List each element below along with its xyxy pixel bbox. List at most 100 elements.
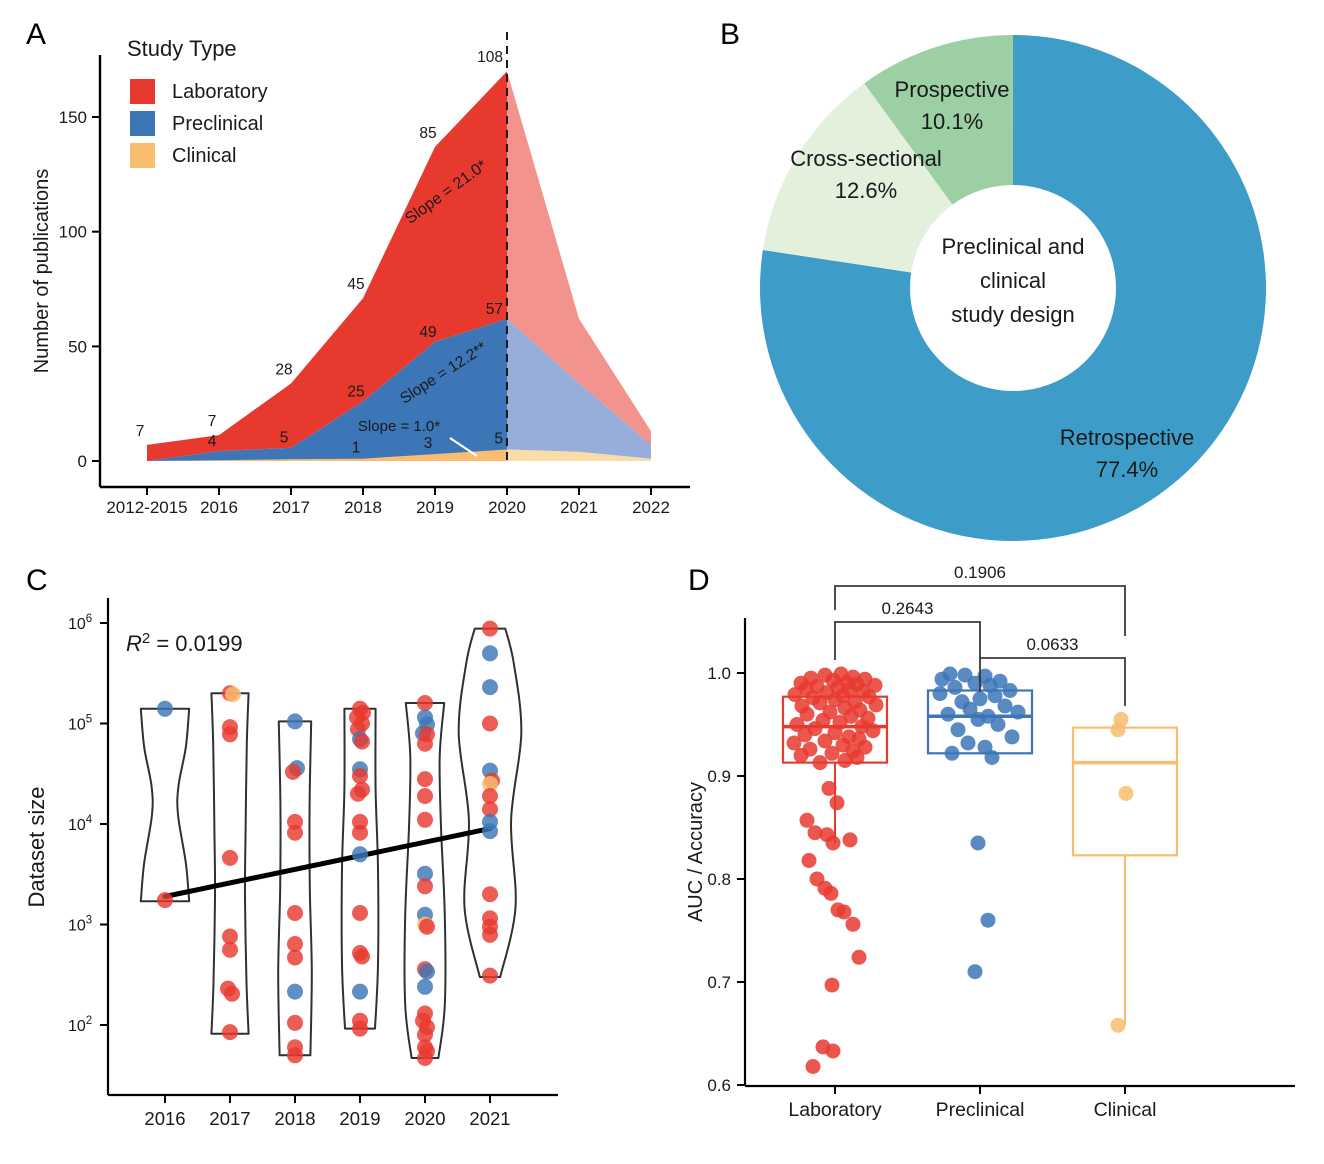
- data-point-lab: [287, 1014, 303, 1031]
- data-point-lab: [482, 620, 498, 637]
- data-point-laboratory: [842, 832, 858, 848]
- data-point-laboratory: [787, 687, 803, 703]
- data-point-lab: [417, 695, 433, 711]
- a-y-tick-label: 50: [68, 337, 87, 356]
- data-point-laboratory: [786, 735, 802, 751]
- slice-percentage: 12.6%: [835, 178, 897, 203]
- a-y-tick-label: 150: [59, 108, 87, 127]
- donut-slice-prospective: [864, 35, 1013, 205]
- data-point-lab: [287, 905, 303, 921]
- data-point-preclinical: [1004, 729, 1020, 745]
- count-label-preclinical: 49: [419, 324, 436, 341]
- data-point-lab: [482, 967, 498, 984]
- p-value-label: 0.2643: [882, 599, 934, 618]
- d-y-tick-label: 0.7: [707, 973, 731, 992]
- data-point-laboratory: [845, 916, 861, 932]
- data-point-lab: [419, 918, 435, 935]
- data-point-lab: [417, 811, 433, 828]
- count-label-preclinical: 5: [280, 430, 289, 447]
- a-x-tick-label: 2019: [416, 498, 454, 517]
- data-point-pre: [482, 823, 498, 840]
- data-point-clinical: [1118, 786, 1134, 801]
- data-point-lab: [417, 1050, 433, 1066]
- data-point-laboratory: [807, 825, 823, 841]
- data-point-preclinical: [944, 745, 960, 761]
- data-point-preclinical: [1002, 683, 1018, 698]
- data-point-lab: [287, 936, 303, 952]
- slice-percentage: 77.4%: [1096, 457, 1158, 482]
- data-point-lab: [224, 985, 240, 1002]
- legend-title: Study Type: [127, 36, 237, 61]
- slice-label: Prospective: [895, 77, 1010, 102]
- data-point-lab: [350, 785, 366, 802]
- data-point-laboratory: [829, 795, 845, 811]
- data-point-lab: [352, 768, 368, 784]
- regression-trend-line: [162, 826, 493, 899]
- count-label-clinical: 3: [424, 435, 433, 452]
- data-point-preclinical: [967, 964, 983, 980]
- significance-bracket: [979, 657, 1126, 706]
- legend-swatch-preclinical: [130, 111, 155, 136]
- area-clinical-projected: [507, 449, 651, 461]
- count-label-laboratory: 7: [136, 423, 145, 440]
- data-point-lab: [417, 1026, 433, 1043]
- r-squared-annotation: R2 = 0.0199: [126, 630, 243, 656]
- data-point-preclinical: [970, 835, 986, 851]
- data-point-preclinical: [1010, 704, 1026, 720]
- a-y-tick-label: 100: [59, 223, 87, 242]
- data-point-laboratory: [799, 812, 815, 828]
- data-point-preclinical: [947, 679, 963, 695]
- data-point-laboratory: [812, 695, 828, 711]
- data-point-laboratory: [849, 750, 865, 765]
- c-y-axis-title: Dataset size: [24, 786, 49, 907]
- data-point-pre: [417, 978, 433, 995]
- a-x-tick-label: 2022: [632, 498, 670, 517]
- donut-center-label: study design: [951, 302, 1075, 327]
- data-point-laboratory: [797, 727, 813, 743]
- panel-label-a: A: [26, 18, 46, 51]
- data-point-lab: [222, 726, 238, 743]
- panel-label-d: D: [688, 564, 710, 597]
- data-point-laboratory: [799, 706, 815, 722]
- count-label-preclinical: 25: [347, 383, 364, 400]
- data-point-lab: [352, 1020, 368, 1037]
- data-point-lab: [285, 763, 301, 780]
- legend-swatch-clinical: [130, 143, 155, 168]
- count-label-laboratory: 108: [477, 49, 503, 66]
- data-point-preclinical: [987, 688, 1003, 704]
- data-point-pre: [287, 983, 303, 1000]
- donut-center-label: Preclinical and: [941, 234, 1084, 259]
- data-point-laboratory: [793, 747, 809, 763]
- data-point-laboratory: [837, 753, 853, 768]
- data-point-cli: [482, 776, 498, 792]
- data-point-laboratory: [843, 708, 859, 724]
- count-label-preclinical: 57: [486, 301, 503, 318]
- panel-label-b: B: [720, 18, 740, 51]
- data-point-preclinical: [934, 671, 950, 687]
- significance-bracket: [834, 621, 981, 660]
- data-point-laboratory: [851, 949, 867, 965]
- c-x-tick-label: 2021: [469, 1108, 510, 1129]
- a-y-tick-label: 0: [78, 452, 87, 471]
- legend-swatch-laboratory: [130, 79, 155, 104]
- data-point-laboratory: [824, 977, 840, 993]
- data-point-lab: [222, 941, 238, 958]
- data-point-lab: [354, 733, 370, 750]
- area-clinical-observed: [147, 449, 507, 461]
- legend-label-laboratory: Laboratory: [172, 81, 268, 103]
- data-point-laboratory: [824, 745, 840, 761]
- data-point-pre: [352, 983, 368, 1000]
- c-y-tick-label: 105: [68, 714, 92, 734]
- legend-label-clinical: Clinical: [172, 145, 236, 167]
- violin-2019: [340, 707, 380, 1030]
- count-label-clinical: 5: [494, 431, 503, 448]
- c-x-tick-label: 2017: [209, 1108, 250, 1129]
- data-point-lab: [417, 878, 433, 895]
- data-point-lab: [417, 788, 433, 804]
- count-label-clinical: 1: [352, 440, 361, 457]
- data-point-laboratory: [801, 853, 817, 868]
- data-point-lab: [352, 905, 368, 921]
- data-point-pre: [157, 700, 173, 717]
- a-x-tick-label: 2021: [560, 498, 598, 517]
- data-point-laboratory: [817, 733, 833, 749]
